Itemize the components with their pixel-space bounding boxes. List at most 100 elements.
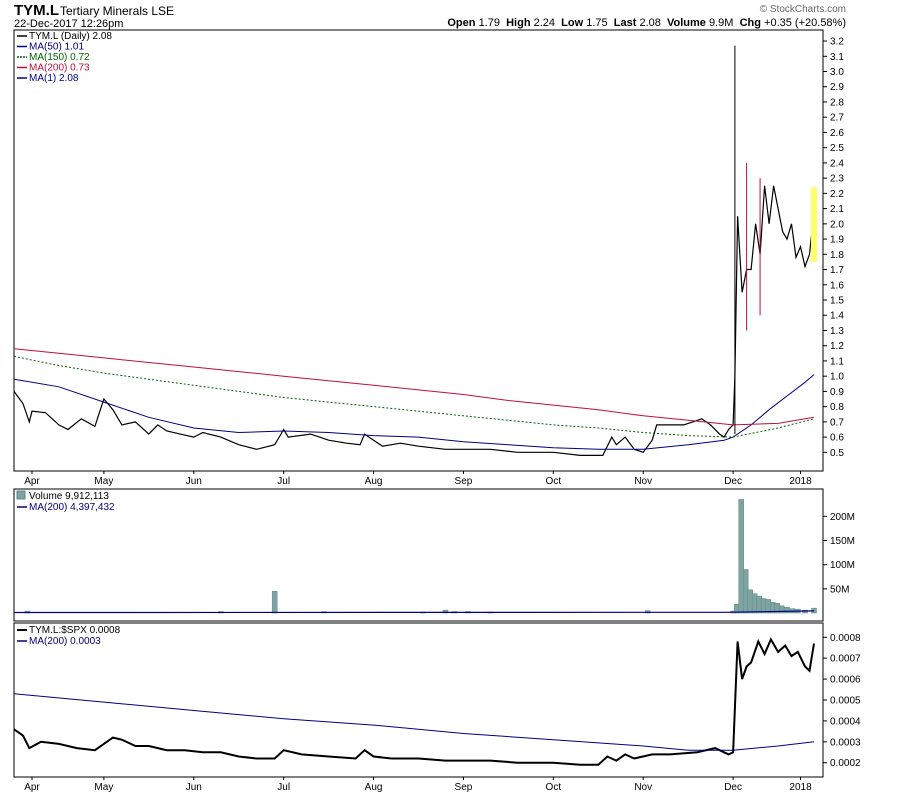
chg-value: +0.35 (+20.58%) bbox=[764, 17, 846, 29]
price-ytick-label: 1.9 bbox=[830, 235, 844, 246]
price-xtick-label: Aug bbox=[365, 476, 383, 487]
price-ytick-label: 1.8 bbox=[830, 250, 844, 261]
price-ytick-label: 2.1 bbox=[830, 204, 844, 215]
price-xtick-label: Dec bbox=[724, 476, 742, 487]
company-name: Tertiary Minerals LSE bbox=[60, 4, 174, 18]
volume-ytick-label: 200M bbox=[830, 512, 855, 523]
chg-label: Chg bbox=[739, 17, 761, 29]
ratio-xtick-label: Apr bbox=[24, 782, 40, 793]
price-ytick-label: 0.6 bbox=[830, 433, 844, 444]
open-label: Open bbox=[447, 17, 476, 29]
price-xtick-label: Jul bbox=[277, 476, 290, 487]
price-ytick-label: 1.2 bbox=[830, 341, 844, 352]
price-ytick-label: 2.0 bbox=[830, 219, 844, 230]
ratio-legend-item: MA(200) 0.0003 bbox=[29, 636, 101, 647]
ratio-ytick-label: 0.0007 bbox=[830, 654, 861, 665]
price-ytick-label: 2.3 bbox=[830, 174, 844, 185]
volume-bar bbox=[784, 606, 790, 614]
volume-bar bbox=[738, 499, 744, 614]
price-legend-item: MA(50) 1.01 bbox=[29, 42, 84, 53]
ratio-series-ma50 bbox=[13, 693, 815, 751]
ratio-xtick-label: Aug bbox=[365, 782, 383, 793]
high-label: High bbox=[506, 17, 531, 29]
ratio-xtick-label: 2018 bbox=[789, 782, 812, 793]
high-value: 2.24 bbox=[533, 17, 556, 29]
price-legend-item: MA(1) 2.08 bbox=[29, 73, 79, 84]
last-value: 2.08 bbox=[639, 17, 661, 29]
price-series-ma200 bbox=[13, 348, 815, 426]
price-ytick-label: 1.4 bbox=[830, 311, 844, 322]
ratio-ytick-label: 0.0005 bbox=[830, 696, 861, 707]
price-xtick-label: 2018 bbox=[789, 476, 812, 487]
symbol-title: TYM.L bbox=[14, 2, 59, 19]
ratio-ytick-label: 0.0006 bbox=[830, 675, 861, 686]
ratio-ytick-label: 0.0008 bbox=[830, 633, 861, 644]
price-xtick-label: Nov bbox=[634, 476, 652, 487]
volume-ma200-line bbox=[13, 610, 815, 614]
price-series-price bbox=[13, 185, 815, 456]
ratio-xtick-label: Jun bbox=[186, 782, 202, 793]
price-ytick-label: 1.6 bbox=[830, 280, 844, 291]
price-xtick-label: Sep bbox=[455, 476, 473, 487]
price-ytick-label: 3.2 bbox=[830, 37, 844, 48]
volume-label: Volume bbox=[667, 17, 706, 29]
price-ytick-label: 1.3 bbox=[830, 326, 844, 337]
volume-legend-item: MA(200) 4,397,432 bbox=[29, 502, 115, 513]
volume-ytick-label: 150M bbox=[830, 536, 855, 547]
low-value: 1.75 bbox=[586, 17, 608, 29]
exchange-label: LSE bbox=[151, 4, 175, 18]
price-ytick-label: 1.5 bbox=[830, 296, 844, 307]
volume-bar bbox=[271, 591, 278, 614]
ratio-xtick-label: Nov bbox=[634, 782, 652, 793]
ratio-ytick-label: 0.0002 bbox=[830, 758, 861, 769]
price-ytick-label: 2.7 bbox=[830, 113, 844, 124]
volume-ytick-label: 100M bbox=[830, 560, 855, 571]
panel-frame-volume bbox=[13, 488, 824, 622]
price-ytick-label: 1.7 bbox=[830, 265, 844, 276]
price-legend-item: TYM.L (Daily) 2.08 bbox=[29, 31, 112, 42]
low-label: Low bbox=[561, 17, 584, 29]
price-ytick-label: 2.5 bbox=[830, 143, 844, 154]
ratio-xtick-label: Oct bbox=[546, 782, 562, 793]
ratio-ytick-label: 0.0003 bbox=[830, 737, 861, 748]
price-ytick-label: 3.1 bbox=[830, 52, 844, 63]
price-ytick-label: 0.7 bbox=[830, 417, 844, 428]
price-ytick-label: 1.0 bbox=[830, 372, 844, 383]
panel-frame-ratio bbox=[13, 622, 824, 778]
price-xtick-label: Oct bbox=[546, 476, 562, 487]
ratio-xtick-label: May bbox=[94, 782, 113, 793]
volume-legend-swatch bbox=[16, 490, 26, 500]
ratio-xtick-label: Dec bbox=[724, 782, 742, 793]
open-value: 1.79 bbox=[478, 17, 500, 29]
chart-date: 22-Dec-2017 12:26pm bbox=[14, 18, 124, 30]
price-ytick-label: 2.8 bbox=[830, 97, 844, 108]
price-legend-item: MA(150) 0.72 bbox=[29, 52, 90, 63]
price-ytick-label: 2.6 bbox=[830, 128, 844, 139]
price-ytick-label: 3.0 bbox=[830, 67, 844, 78]
price-ytick-label: 0.5 bbox=[830, 448, 844, 459]
stockcharts-logo[interactable]: © StockCharts.com bbox=[759, 4, 846, 15]
ratio-xtick-label: Jul bbox=[277, 782, 290, 793]
price-ytick-label: 2.9 bbox=[830, 82, 844, 93]
ratio-xtick-label: Sep bbox=[455, 782, 473, 793]
price-ytick-label: 2.4 bbox=[830, 158, 844, 169]
price-ytick-label: 1.1 bbox=[830, 356, 844, 367]
price-series-ma50 bbox=[13, 374, 815, 450]
price-ytick-label: 0.8 bbox=[830, 402, 844, 413]
ratio-ytick-label: 0.0004 bbox=[830, 716, 861, 727]
panel-frame-price bbox=[13, 29, 824, 472]
volume-value: 9.9M bbox=[709, 17, 734, 29]
company-name-text: Tertiary Minerals bbox=[60, 4, 149, 18]
ratio-legend-item: TYM.L:$SPX 0.0008 bbox=[29, 625, 121, 636]
price-series-ma150 bbox=[13, 355, 815, 438]
volume-legend-item: Volume 9,912,113 bbox=[29, 491, 109, 502]
price-ytick-label: 2.2 bbox=[830, 189, 844, 200]
quote-summary: Open 1.79 High 2.24 Low 1.75 Last 2.08 V… bbox=[447, 17, 846, 29]
price-ytick-label: 0.9 bbox=[830, 387, 844, 398]
price-xtick-label: May bbox=[94, 476, 113, 487]
last-label: Last bbox=[613, 17, 637, 29]
last-bar-highlight bbox=[811, 187, 818, 262]
price-legend-item: MA(200) 0.73 bbox=[29, 63, 90, 74]
volume-bar bbox=[778, 605, 785, 614]
